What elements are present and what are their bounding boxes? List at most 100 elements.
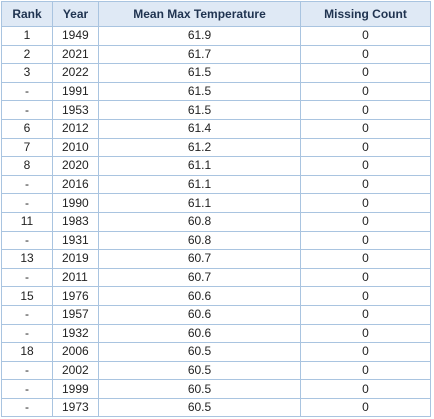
table-cell: 2006 [52,342,99,362]
table-cell: 1983 [52,211,99,232]
table-row: 1 1949 61.9 0 [1,26,431,46]
table-cell: 2020 [52,156,99,176]
table-cell: 0 [300,397,431,418]
table-cell: 0 [300,267,431,288]
table-row: -2016 61.1 0 [1,174,431,195]
table-cell: - [1,100,53,120]
table-cell: 2012 [52,118,99,139]
table-cell: 1990 [52,193,99,213]
table-row: 18 2006 60.5 0 [1,342,431,362]
table-cell: 8 [1,156,53,176]
table-cell: 0 [300,118,431,139]
table-cell: 0 [300,63,431,83]
table-cell: 61.5 [98,100,301,120]
table-cell: 2021 [52,44,99,65]
table-row: 15 1976 60.6 0 [1,286,431,306]
table-row: -1991 61.5 0 [1,81,431,102]
table-cell: 0 [300,100,431,120]
header-cell: Rank [1,1,53,27]
table-row: 7 2010 61.2 0 [1,137,431,158]
table-row: 13 2019 60.7 0 [1,249,431,269]
table-row: 8 2020 61.1 0 [1,156,431,176]
table-row: -1932 60.6 0 [1,323,431,344]
table-row: 3 2022 61.5 0 [1,63,431,83]
table-cell: 0 [300,156,431,176]
table-cell: 0 [300,174,431,195]
table-cell: - [1,323,53,344]
table-cell: 0 [300,249,431,269]
table-cell: 60.7 [98,249,301,269]
table-cell: 60.8 [98,211,301,232]
table-cell: 61.7 [98,44,301,65]
table-cell: 61.1 [98,174,301,195]
table-cell: - [1,304,53,325]
table-cell: 60.7 [98,267,301,288]
table-cell: 2010 [52,137,99,158]
table-cell: 0 [300,137,431,158]
table-cell: 61.5 [98,63,301,83]
table-row: -2002 60.5 0 [1,360,431,381]
table-row: 6 2012 61.4 0 [1,118,431,139]
table-cell: 60.5 [98,342,301,362]
table-cell: - [1,193,53,213]
table-row: -2011 60.7 0 [1,267,431,288]
table-cell: 61.9 [98,26,301,46]
table-cell: 1976 [52,286,99,306]
table-cell: 2 [1,44,53,65]
table-cell: 0 [300,230,431,251]
table-cell: 1991 [52,81,99,102]
table-row: 11 1983 60.8 0 [1,211,431,232]
table-cell: 1932 [52,323,99,344]
table-cell: 60.5 [98,360,301,381]
table-cell: - [1,267,53,288]
table-cell: 0 [300,342,431,362]
table-row: -1957 60.6 0 [1,304,431,325]
table-cell: 61.1 [98,193,301,213]
table-cell: 0 [300,193,431,213]
table-cell: - [1,360,53,381]
table-cell: 1953 [52,100,99,120]
table-cell: 0 [300,379,431,399]
table-cell: 60.6 [98,323,301,344]
table-cell: 60.5 [98,379,301,399]
table-row: -1953 61.5 0 [1,100,431,120]
table-row: -1990 61.1 0 [1,193,431,213]
table-cell: 1949 [52,26,99,46]
header-cell: Missing Count [300,1,431,27]
table-cell: 3 [1,63,53,83]
table-cell: 60.6 [98,304,301,325]
table-cell: - [1,174,53,195]
table-cell: 2016 [52,174,99,195]
table-cell: 11 [1,211,53,232]
table-cell: 60.5 [98,397,301,418]
table-cell: 2011 [52,267,99,288]
header-row: Rank Year Mean Max Temperature Missing Coun… [1,1,431,27]
table-cell: 2022 [52,63,99,83]
table-row: -1931 60.8 0 [1,230,431,251]
table-cell: 0 [300,44,431,65]
table-cell: 0 [300,81,431,102]
table-cell: 13 [1,249,53,269]
table-row: 2 2021 61.7 0 [1,44,431,65]
table-cell: 2019 [52,249,99,269]
table-row: -1973 60.5 0 [1,397,431,418]
table-cell: 18 [1,342,53,362]
table-cell: - [1,230,53,251]
table-row: -1999 60.5 0 [1,379,431,399]
table-cell: 0 [300,323,431,344]
table-cell: 1957 [52,304,99,325]
table-cell: 0 [300,211,431,232]
table-cell: 7 [1,137,53,158]
table-cell: - [1,379,53,399]
table-cell: 2002 [52,360,99,381]
table-cell: - [1,397,53,418]
table-cell: - [1,81,53,102]
table-cell: 15 [1,286,53,306]
table-cell: 0 [300,360,431,381]
table-cell: 0 [300,304,431,325]
table-cell: 1 [1,26,53,46]
table-cell: 60.8 [98,230,301,251]
table-cell: 61.5 [98,81,301,102]
